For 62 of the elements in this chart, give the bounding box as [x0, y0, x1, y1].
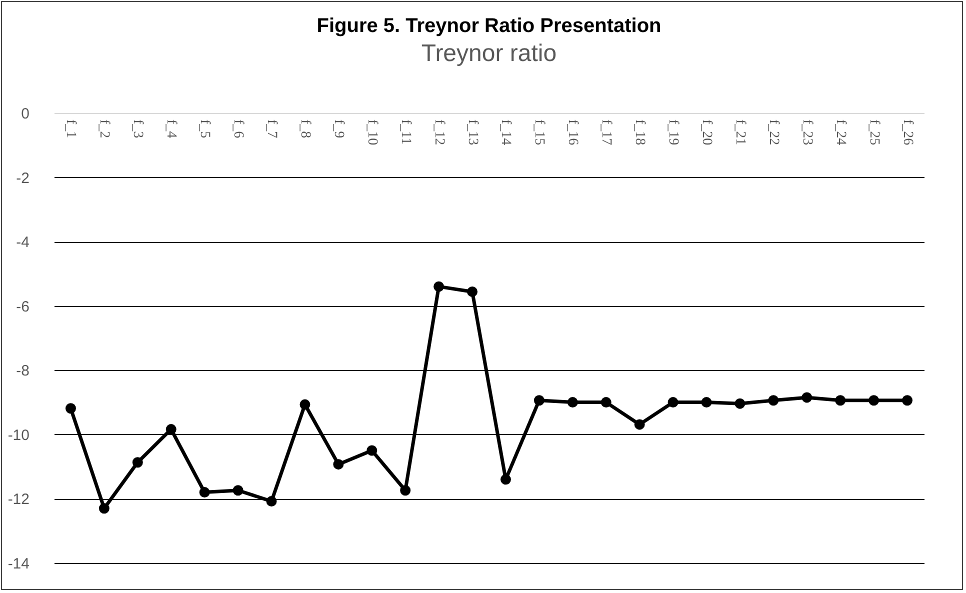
x-tick-label: f_4 — [164, 120, 179, 138]
y-tick-label: -8 — [16, 362, 30, 380]
x-tick-label: f_23 — [799, 120, 814, 146]
x-tick-label: f_15 — [532, 120, 547, 146]
x-tick-label: f_12 — [431, 120, 446, 146]
point — [868, 395, 880, 406]
point — [500, 474, 511, 485]
y-tick-label: -10 — [8, 426, 30, 444]
x-tick-label: f_10 — [364, 120, 380, 146]
point — [333, 459, 344, 470]
point — [300, 399, 310, 410]
point — [65, 403, 76, 414]
point — [232, 485, 244, 496]
y-tick-label: -4 — [16, 234, 30, 252]
x-tick-label: f_1 — [63, 120, 78, 138]
x-tick-label: f_21 — [732, 120, 748, 146]
point — [132, 457, 143, 468]
x-tick-label: f_3 — [130, 120, 146, 138]
point — [467, 286, 478, 297]
x-tick-label: f_13 — [464, 120, 480, 146]
y-tick-label: -14 — [8, 556, 30, 572]
x-tick-label: f_20 — [699, 120, 714, 146]
point — [266, 496, 277, 507]
point — [434, 281, 444, 292]
x-tick-label: f_5 — [197, 120, 212, 138]
x-tick-label: f_26 — [900, 120, 915, 146]
x-tick-label: f_19 — [666, 120, 681, 146]
point — [567, 397, 578, 408]
x-tick-label: f_24 — [832, 120, 848, 146]
x-tick-label: f_14 — [498, 120, 514, 146]
x-tick-label: f_6 — [230, 120, 246, 138]
x-tick-label: f_22 — [766, 120, 781, 146]
y-tick-label: 0 — [21, 106, 30, 122]
x-tick-label: f_9 — [330, 120, 346, 138]
point — [534, 395, 544, 406]
point — [668, 397, 678, 408]
point — [400, 485, 411, 496]
x-tick-label: f_18 — [632, 120, 648, 146]
y-tick-label: -2 — [16, 170, 30, 187]
x-tick-label: f_11 — [398, 120, 413, 145]
x-tick-label: f_2 — [96, 120, 112, 138]
point — [802, 392, 812, 403]
y-tick-label: -12 — [8, 491, 30, 508]
x-tick-label: f_17 — [598, 120, 614, 146]
point — [634, 419, 645, 430]
point — [366, 445, 378, 456]
point — [98, 503, 110, 514]
point — [902, 395, 913, 406]
x-tick-label: f_8 — [297, 120, 312, 138]
x-tick-label: f_16 — [565, 120, 580, 146]
point — [835, 395, 846, 406]
point — [701, 397, 712, 408]
chart-subtitle: Treynor ratio — [421, 40, 557, 67]
x-tick-label: f_7 — [264, 120, 279, 138]
point — [768, 395, 779, 406]
point — [199, 487, 210, 498]
point — [734, 398, 746, 409]
y-tick-label: -6 — [16, 298, 30, 316]
point — [166, 424, 176, 435]
point — [600, 397, 612, 408]
chart-title: Figure 5. Treynor Ratio Presentation — [316, 15, 662, 37]
x-tick-label: f_25 — [866, 120, 882, 146]
